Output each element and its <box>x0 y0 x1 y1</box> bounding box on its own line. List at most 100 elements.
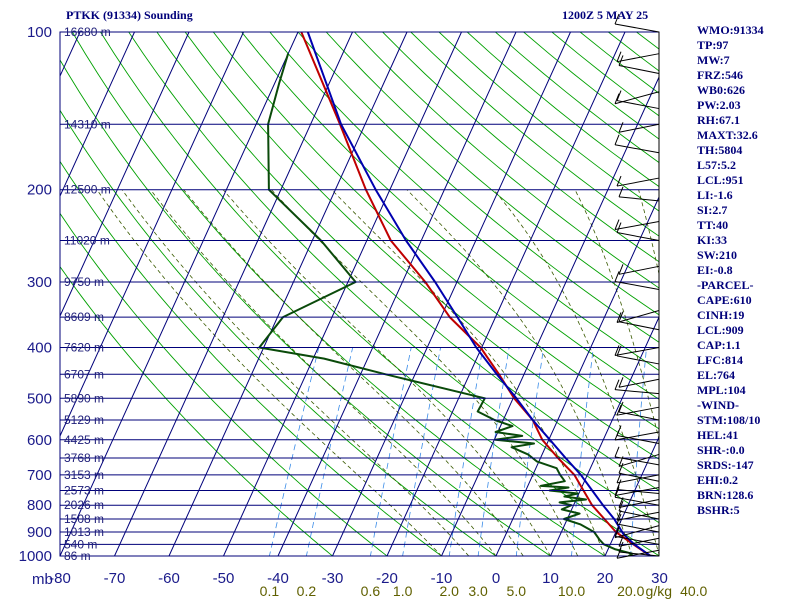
wind-barb <box>618 196 660 202</box>
temperature-tick-label: -10 <box>431 570 453 587</box>
pressure-tick-label: 800 <box>27 497 52 514</box>
height-label: 540 m <box>64 537 97 551</box>
dry-adiabat <box>128 32 659 524</box>
sounding-index-item: EI:-0.8 <box>697 263 733 277</box>
wind-barb <box>614 221 660 231</box>
wind-barb-flag <box>618 536 624 547</box>
mixing-ratio-line <box>630 347 647 556</box>
sounding-index-item: -PARCEL- <box>697 278 754 292</box>
pressure-tick-label: 900 <box>27 524 52 541</box>
wind-barb-flag <box>618 377 624 388</box>
temperature-tick-label: 0 <box>492 570 500 587</box>
pressure-tick-label: 1000 <box>19 548 52 565</box>
isotherm <box>114 32 353 556</box>
moist-adiabat <box>150 189 497 556</box>
wind-barb <box>618 265 660 275</box>
wind-barb-flag <box>614 485 620 496</box>
sounding-indices-panel: WMO:91334 TP:97 MW:7 FRZ:546 WB0:626 PW:2.03 R… <box>697 23 800 518</box>
height-label: 11020 m <box>64 234 110 248</box>
wind-barb <box>616 523 660 533</box>
wind-barb <box>616 355 660 365</box>
mixing-ratio-label: 0.2 <box>297 583 317 599</box>
wind-barb <box>616 511 660 521</box>
height-label: 14310 m <box>64 117 111 131</box>
wind-barb <box>616 406 660 416</box>
wind-barb-flag <box>614 527 620 538</box>
isotherm <box>60 32 244 438</box>
temperature-tick-label: -30 <box>322 570 344 587</box>
sounding-index-item: STM:108/10 <box>697 413 761 427</box>
wind-barb-flag <box>616 510 622 521</box>
parcel-trace <box>306 32 653 556</box>
sounding-index-item: LI:-1.6 <box>697 188 733 202</box>
isotherm <box>60 32 190 318</box>
wind-barb-flag <box>616 405 622 416</box>
sounding-index-item: FRZ:546 <box>697 68 743 82</box>
isotherm <box>604 435 659 556</box>
wind-barb <box>614 486 660 496</box>
pressure-tick-label: 700 <box>27 467 52 484</box>
temperature-tick-label: 30 <box>651 570 668 587</box>
wind-barb <box>614 280 660 290</box>
dry-adiabat <box>382 32 659 263</box>
dry-adiabat <box>212 32 659 430</box>
height-label: 5129 m <box>64 413 104 427</box>
temperature-tick-label: -60 <box>158 570 180 587</box>
moist-adiabat <box>222 189 551 556</box>
sounding-index-item: WB0:626 <box>697 83 745 97</box>
mixing-ratio-label: 3.0 <box>468 583 488 599</box>
sounding-index-item: L57:5.2 <box>697 158 736 172</box>
sounding-index-item: MW:7 <box>697 53 730 67</box>
mixing-ratio-line <box>268 347 320 556</box>
wind-barb-flag <box>614 345 620 356</box>
wind-barb <box>618 123 660 133</box>
temperature-tick-label: -20 <box>376 570 398 587</box>
sounding-index-item: BSHR:5 <box>697 503 740 517</box>
dry-adiabat <box>269 32 659 371</box>
plot-area <box>0 32 659 556</box>
mixing-ratio-line <box>369 347 412 556</box>
wind-barb-flag <box>618 311 624 322</box>
wind-barb <box>616 549 660 559</box>
height-label: 5890 m <box>64 391 104 405</box>
wind-barb <box>614 91 660 105</box>
mixing-ratio-label: 20.0 <box>617 583 644 599</box>
dry-adiabat <box>60 160 443 556</box>
height-label: 6707 m <box>64 367 104 381</box>
wind-barb-flag <box>618 456 624 467</box>
dry-adiabat <box>60 59 552 556</box>
wind-barb <box>618 498 660 508</box>
mixing-ratio-line <box>448 347 484 556</box>
wind-barb-flag <box>614 13 620 25</box>
wind-barb-flag <box>616 548 622 559</box>
wind-barb-flag <box>618 500 624 512</box>
sounding-index-item: -WIND- <box>697 398 739 412</box>
moist-adiabat <box>574 189 659 441</box>
mixing-ratio-unit-label: g/kg <box>646 583 672 599</box>
wind-barb-flag <box>616 90 622 101</box>
dry-adiabat <box>60 212 388 556</box>
isotherm <box>0 32 26 556</box>
isotherm <box>223 32 462 556</box>
wind-barb <box>618 472 660 482</box>
wind-barb <box>616 232 660 242</box>
wind-barb-flag <box>614 134 620 145</box>
dry-adiabat <box>297 32 659 343</box>
dry-adiabat <box>60 265 334 556</box>
sounding-index-item: EL:764 <box>697 368 736 382</box>
mixing-ratio-label: 40.0 <box>680 583 707 599</box>
temperature-tick-label: 20 <box>597 570 614 587</box>
sounding-index-item: RH:67.1 <box>697 113 740 127</box>
wind-barb <box>614 525 660 539</box>
wind-barb-flag <box>614 219 620 230</box>
wind-barb <box>614 389 660 395</box>
sounding-index-item: LCL:951 <box>697 173 744 187</box>
height-label: 1013 m <box>64 525 104 539</box>
wind-barb-flag <box>616 472 622 484</box>
sounding-index-item: MPL:104 <box>697 383 746 397</box>
wind-barb <box>618 537 660 547</box>
height-label: 8609 m <box>64 310 104 324</box>
isotherm <box>168 32 408 556</box>
